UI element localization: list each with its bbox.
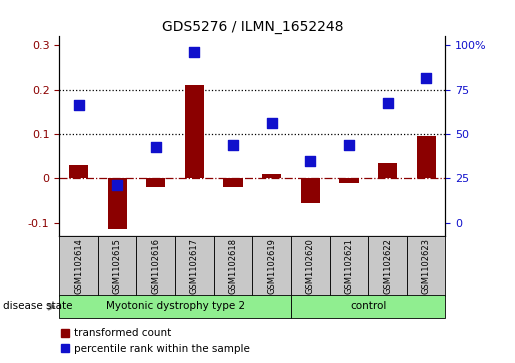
Text: GSM1102618: GSM1102618 (229, 238, 237, 294)
Point (113, 182, 122, 188)
Text: Myotonic dystrophy type 2: Myotonic dystrophy type 2 (106, 301, 245, 311)
Point (345, 142, 353, 148)
Bar (146, 178, 165, 187)
Bar (378, 163, 397, 178)
Text: disease state: disease state (3, 301, 72, 311)
Text: control: control (350, 301, 386, 311)
Point (306, 158, 314, 163)
Legend: transformed count, percentile rank within the sample: transformed count, percentile rank withi… (57, 324, 254, 358)
Text: GSM1102616: GSM1102616 (151, 238, 160, 294)
Bar (175, 236, 214, 296)
Title: GDS5276 / ILMN_1652248: GDS5276 / ILMN_1652248 (162, 20, 343, 34)
Bar (69, 165, 88, 178)
Bar (291, 295, 445, 318)
Bar (368, 236, 407, 296)
Bar (407, 236, 445, 296)
Bar (291, 236, 330, 296)
Text: GSM1102620: GSM1102620 (306, 238, 315, 294)
Point (151, 144, 160, 150)
Point (383, 100, 392, 106)
Bar (108, 178, 127, 229)
Bar (301, 178, 320, 203)
Text: GSM1102622: GSM1102622 (383, 238, 392, 294)
Bar (59, 236, 98, 296)
Bar (214, 236, 252, 296)
Bar (330, 236, 368, 296)
Bar (59, 295, 291, 318)
Bar (185, 85, 204, 178)
Text: GSM1102615: GSM1102615 (113, 238, 122, 294)
Text: GSM1102617: GSM1102617 (190, 238, 199, 294)
Bar (98, 236, 136, 296)
Bar (252, 236, 291, 296)
Text: GSM1102623: GSM1102623 (422, 238, 431, 294)
Bar (136, 236, 175, 296)
Bar (339, 178, 358, 183)
Point (422, 76, 431, 81)
Bar (262, 174, 281, 178)
Text: GSM1102614: GSM1102614 (74, 238, 83, 294)
Point (229, 142, 237, 148)
Text: GSM1102621: GSM1102621 (345, 238, 353, 294)
Bar (417, 136, 436, 178)
Point (74, 102, 82, 108)
Bar (224, 178, 243, 187)
Text: GSM1102619: GSM1102619 (267, 238, 276, 294)
Point (268, 120, 276, 126)
Point (190, 49, 198, 55)
